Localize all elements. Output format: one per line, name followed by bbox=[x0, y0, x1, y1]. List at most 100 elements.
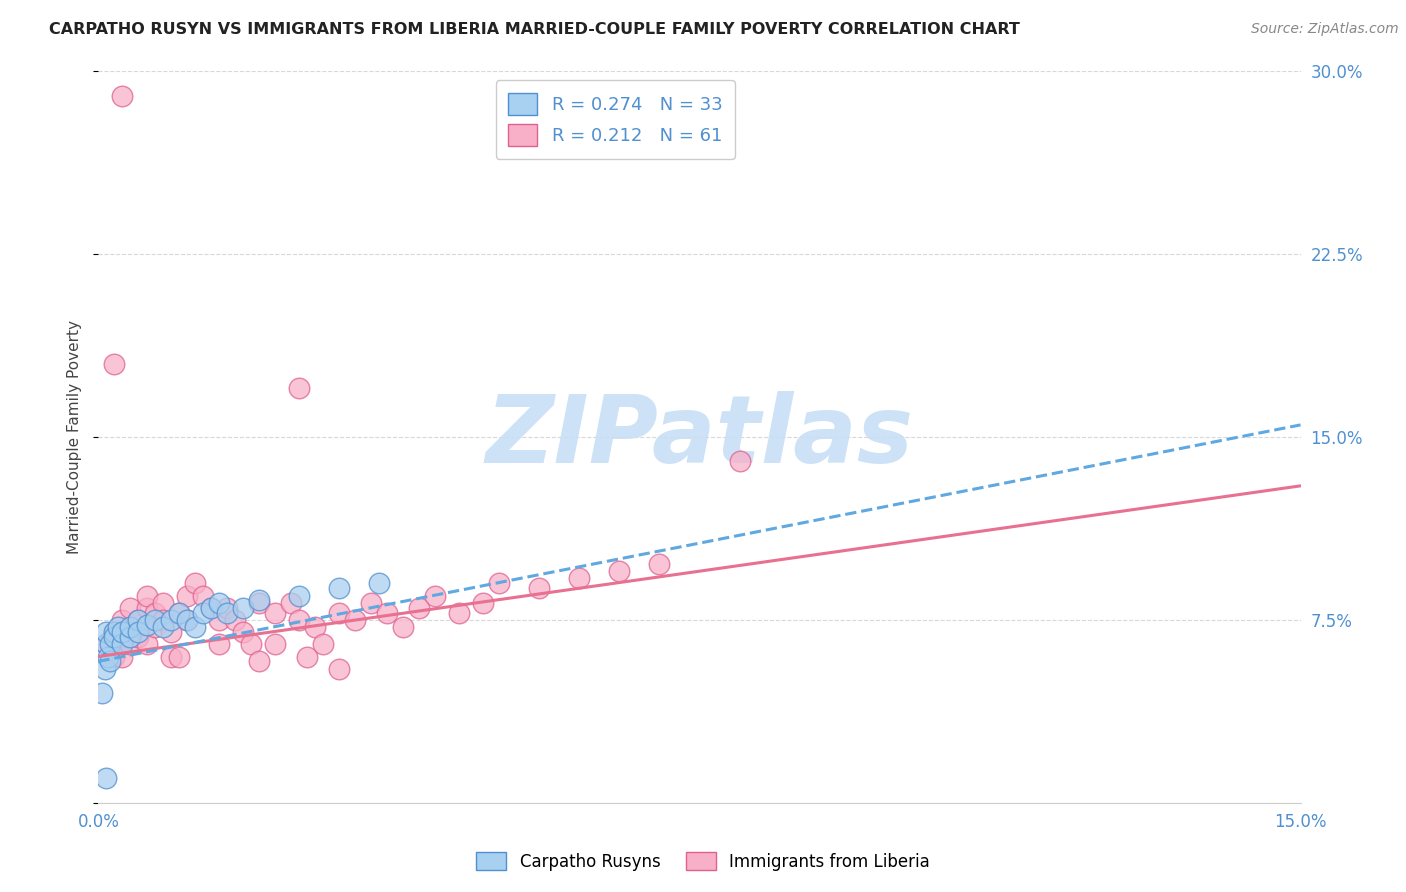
Point bbox=[97, 649, 120, 664]
Point bbox=[176, 589, 198, 603]
Point bbox=[135, 617, 157, 632]
Point bbox=[167, 606, 190, 620]
Point bbox=[103, 625, 125, 640]
Point bbox=[128, 613, 150, 627]
Point bbox=[128, 613, 150, 627]
Point bbox=[328, 581, 350, 595]
Point bbox=[280, 596, 302, 610]
Point bbox=[529, 581, 551, 595]
Point bbox=[215, 600, 238, 615]
Point bbox=[152, 596, 174, 610]
Point bbox=[295, 649, 318, 664]
Point bbox=[100, 637, 122, 651]
Point bbox=[91, 686, 114, 700]
Point bbox=[609, 564, 631, 578]
Point bbox=[103, 625, 125, 640]
Point bbox=[183, 576, 205, 591]
Point bbox=[120, 620, 142, 634]
Point bbox=[111, 88, 134, 103]
Legend: Carpatho Rusyns, Immigrants from Liberia: Carpatho Rusyns, Immigrants from Liberia bbox=[468, 844, 938, 880]
Point bbox=[247, 654, 270, 668]
Point bbox=[135, 637, 157, 651]
Text: Source: ZipAtlas.com: Source: ZipAtlas.com bbox=[1251, 22, 1399, 37]
Point bbox=[176, 613, 198, 627]
Point bbox=[263, 606, 285, 620]
Text: ZIPatlas: ZIPatlas bbox=[485, 391, 914, 483]
Point bbox=[176, 613, 198, 627]
Legend: R = 0.274   N = 33, R = 0.212   N = 61: R = 0.274 N = 33, R = 0.212 N = 61 bbox=[496, 80, 735, 159]
Point bbox=[392, 620, 415, 634]
Point bbox=[120, 620, 142, 634]
Point bbox=[100, 654, 122, 668]
Point bbox=[368, 576, 391, 591]
Point bbox=[360, 596, 382, 610]
Point bbox=[288, 613, 311, 627]
Point bbox=[568, 572, 591, 586]
Point bbox=[328, 606, 350, 620]
Point bbox=[328, 662, 350, 676]
Point bbox=[232, 625, 254, 640]
Point bbox=[120, 630, 142, 644]
Point bbox=[152, 620, 174, 634]
Point bbox=[128, 625, 150, 640]
Point bbox=[159, 649, 181, 664]
Point bbox=[120, 637, 142, 651]
Point bbox=[208, 613, 231, 627]
Point bbox=[159, 625, 181, 640]
Point bbox=[263, 637, 285, 651]
Point bbox=[96, 625, 118, 640]
Point bbox=[191, 589, 214, 603]
Point bbox=[183, 620, 205, 634]
Point bbox=[288, 589, 311, 603]
Point bbox=[167, 606, 190, 620]
Point bbox=[288, 381, 311, 395]
Point bbox=[408, 600, 430, 615]
Point bbox=[224, 613, 246, 627]
Point bbox=[135, 589, 157, 603]
Point bbox=[107, 620, 129, 634]
Point bbox=[343, 613, 366, 627]
Point bbox=[111, 630, 134, 644]
Point bbox=[111, 625, 134, 640]
Point bbox=[128, 630, 150, 644]
Point bbox=[103, 357, 125, 371]
Point bbox=[208, 637, 231, 651]
Point bbox=[447, 606, 470, 620]
Point bbox=[96, 772, 118, 786]
Point bbox=[239, 637, 262, 651]
Point bbox=[103, 630, 125, 644]
Point bbox=[111, 649, 134, 664]
Point bbox=[103, 649, 125, 664]
Point bbox=[135, 600, 157, 615]
Point bbox=[247, 593, 270, 607]
Point bbox=[200, 600, 222, 615]
Point bbox=[94, 662, 117, 676]
Point bbox=[208, 596, 231, 610]
Point bbox=[472, 596, 495, 610]
Point bbox=[648, 557, 671, 571]
Point bbox=[215, 606, 238, 620]
Point bbox=[167, 649, 190, 664]
Point bbox=[191, 606, 214, 620]
Point bbox=[200, 600, 222, 615]
Point bbox=[488, 576, 510, 591]
Point bbox=[247, 596, 270, 610]
Point bbox=[96, 637, 118, 651]
Point bbox=[375, 606, 398, 620]
Point bbox=[304, 620, 326, 634]
Point bbox=[143, 613, 166, 627]
Point bbox=[159, 613, 181, 627]
Point bbox=[232, 600, 254, 615]
Point bbox=[143, 606, 166, 620]
Text: CARPATHO RUSYN VS IMMIGRANTS FROM LIBERIA MARRIED-COUPLE FAMILY POVERTY CORRELAT: CARPATHO RUSYN VS IMMIGRANTS FROM LIBERI… bbox=[49, 22, 1021, 37]
Point bbox=[152, 613, 174, 627]
Point bbox=[120, 600, 142, 615]
Point bbox=[111, 613, 134, 627]
Y-axis label: Married-Couple Family Poverty: Married-Couple Family Poverty bbox=[67, 320, 83, 554]
Point bbox=[143, 620, 166, 634]
Point bbox=[423, 589, 446, 603]
Point bbox=[96, 637, 118, 651]
Point bbox=[312, 637, 335, 651]
Point bbox=[111, 637, 134, 651]
Point bbox=[728, 454, 751, 468]
